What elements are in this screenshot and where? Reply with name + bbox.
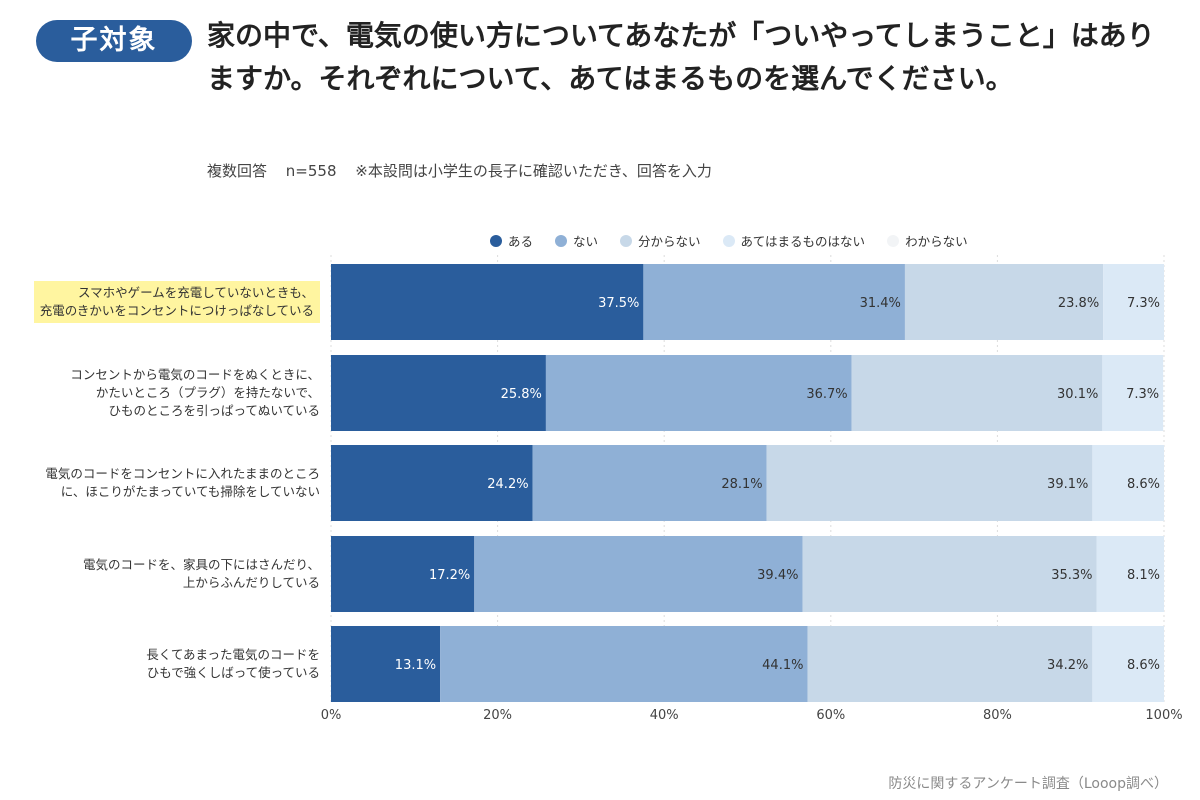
x-tick-label: 40% bbox=[650, 708, 679, 723]
legend-label: ない bbox=[573, 234, 599, 249]
bar-segment bbox=[331, 445, 533, 521]
category-label-line: スマホやゲームを充電していないときも、 bbox=[77, 285, 314, 300]
survey-note: 複数回答 n=558 ※本設問は小学生の長子に確認いただき、回答を入力 bbox=[207, 160, 712, 181]
legend-label: あてはまるものはない bbox=[740, 234, 866, 249]
bar-segment bbox=[1092, 445, 1164, 521]
bar-data-label: 23.8% bbox=[1058, 296, 1099, 311]
bar-data-label: 8.6% bbox=[1127, 477, 1160, 492]
bar-segment bbox=[532, 445, 767, 521]
category-label-line: コンセントから電気のコードをぬくときに、 bbox=[70, 367, 320, 382]
legend-label: わからない bbox=[905, 234, 968, 249]
legend-item: ない bbox=[555, 231, 598, 250]
bar-segment bbox=[1102, 355, 1164, 431]
legend-swatch bbox=[722, 234, 735, 247]
bar-segment bbox=[331, 536, 475, 612]
bar-segment bbox=[1092, 626, 1164, 702]
legend-swatch bbox=[555, 234, 568, 247]
legend-swatch bbox=[620, 234, 633, 247]
legend-label: ある bbox=[508, 234, 534, 249]
bar-data-label: 35.3% bbox=[1051, 568, 1092, 583]
bar-segment bbox=[440, 626, 808, 702]
category-label-line: 上からふんだりしている bbox=[182, 575, 320, 590]
bar-data-label: 44.1% bbox=[762, 658, 803, 673]
bar-data-label: 39.4% bbox=[757, 568, 798, 583]
bar-data-label: 28.1% bbox=[721, 477, 762, 492]
category-label-line: に、ほこりがたまっていても掃除をしていない bbox=[60, 484, 320, 499]
category-label-line: 電気のコードを、家具の下にはさんだり、 bbox=[82, 557, 320, 572]
x-tick-label: 20% bbox=[483, 708, 512, 723]
bar-segment bbox=[1103, 264, 1164, 340]
bar-segment bbox=[545, 355, 852, 431]
bar-segment bbox=[802, 536, 1097, 612]
question-title: 家の中で、電気の使い方についてあなたが「ついやってしまうこと」はありますか。それ… bbox=[207, 19, 1155, 95]
bar-segment bbox=[331, 626, 441, 702]
answer-type: 複数回答 bbox=[207, 162, 268, 180]
bar-data-label: 17.2% bbox=[429, 568, 470, 583]
bar-data-label: 7.3% bbox=[1126, 387, 1159, 402]
bar-data-label: 7.3% bbox=[1127, 296, 1160, 311]
category-label: コンセントから電気のコードをぬくときに、かたいところ（プラグ）を持たないで、ひも… bbox=[70, 366, 320, 420]
bar-data-label: 13.1% bbox=[395, 658, 436, 673]
legend-item: あてはまるものはない bbox=[722, 231, 866, 250]
survey-remark: ※本設問は小学生の長子に確認いただき、回答を入力 bbox=[355, 162, 712, 180]
chart-legend: ある ない 分からない あてはまるものはない わからない bbox=[490, 231, 968, 250]
category-label-line: 電気のコードをコンセントに入れたままのところ bbox=[45, 466, 320, 481]
bar-segment bbox=[1096, 536, 1164, 612]
bar-data-label: 8.1% bbox=[1127, 568, 1160, 583]
category-label-line: ひものところを引っぱってぬいている bbox=[108, 403, 320, 418]
bar-segment bbox=[331, 355, 546, 431]
category-label-line: かたいところ（プラグ）を持たないで、 bbox=[95, 385, 320, 400]
bar-segment bbox=[904, 264, 1104, 340]
target-badge: 子対象 bbox=[36, 20, 192, 62]
bar-data-label: 8.6% bbox=[1127, 658, 1160, 673]
x-tick-label: 100% bbox=[1145, 708, 1182, 723]
bar-data-label: 39.1% bbox=[1047, 477, 1088, 492]
bar-segment bbox=[643, 264, 905, 340]
category-label-line: ひもで強くしばって使っている bbox=[146, 665, 320, 680]
bar-segment bbox=[851, 355, 1103, 431]
category-label: 電気のコードを、家具の下にはさんだり、上からふんだりしている bbox=[83, 556, 320, 592]
bar-data-label: 36.7% bbox=[806, 387, 847, 402]
category-label: スマホやゲームを充電していないときも、充電のきかいをコンセントにつけっぱなしてい… bbox=[33, 281, 320, 323]
bar-segment bbox=[474, 536, 803, 612]
legend-item: ある bbox=[490, 231, 533, 250]
source-credit: 防災に関するアンケート調査（Looop調べ） bbox=[888, 776, 1168, 792]
x-tick-label: 80% bbox=[983, 708, 1012, 723]
legend-item: わからない bbox=[887, 231, 968, 250]
bar-data-label: 37.5% bbox=[598, 296, 639, 311]
sample-size: n=558 bbox=[285, 162, 337, 180]
bar-data-label: 25.8% bbox=[501, 387, 542, 402]
legend-swatch bbox=[490, 234, 502, 247]
category-label-line: 長くてあまった電気のコードを bbox=[146, 647, 320, 662]
bar-data-label: 34.2% bbox=[1047, 658, 1088, 673]
bar-segment bbox=[766, 445, 1093, 521]
bar-data-label: 31.4% bbox=[860, 296, 901, 311]
x-tick-label: 0% bbox=[321, 708, 342, 723]
bar-data-label: 24.2% bbox=[487, 477, 528, 492]
category-label-line: 充電のきかいをコンセントにつけっぱなしている bbox=[39, 303, 314, 318]
bar-segment bbox=[331, 264, 644, 340]
bar-data-label: 30.1% bbox=[1057, 387, 1098, 402]
legend-swatch bbox=[887, 234, 900, 247]
category-label: 長くてあまった電気のコードを ひもで強くしばって使っている bbox=[146, 646, 320, 682]
x-tick-label: 60% bbox=[816, 708, 845, 723]
category-label: 電気のコードをコンセントに入れたままのところに、ほこりがたまっていても掃除をして… bbox=[45, 465, 320, 501]
legend-label: 分からない bbox=[638, 234, 701, 249]
legend-item: 分からない bbox=[620, 231, 701, 250]
bar-segment bbox=[807, 626, 1093, 702]
